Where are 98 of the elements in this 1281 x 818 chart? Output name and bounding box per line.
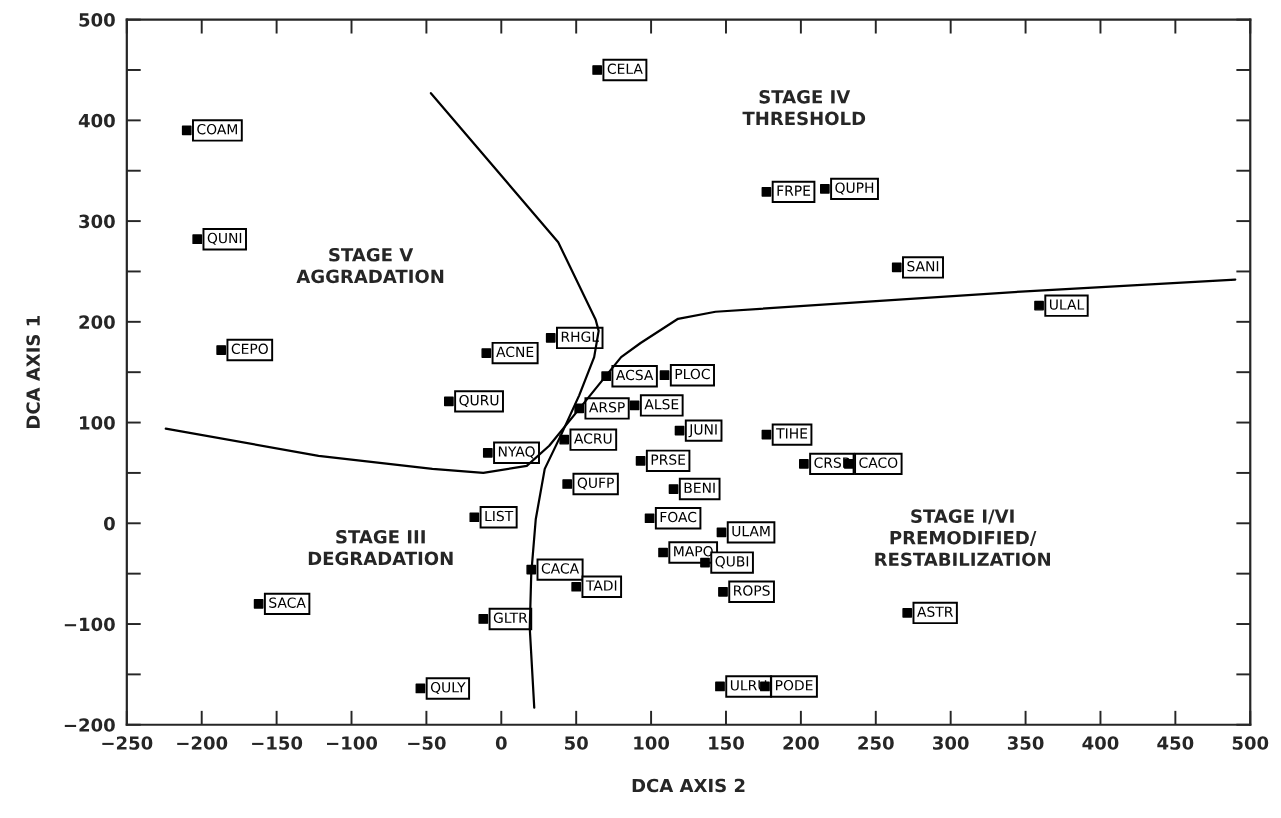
point xyxy=(715,681,725,692)
data-label: QURU xyxy=(459,394,499,408)
x-tick-label: 100 xyxy=(634,736,670,750)
point xyxy=(644,513,655,524)
y-tick-label: 100 xyxy=(80,416,115,430)
data-label: CACO xyxy=(859,457,898,468)
x-tick-label: −50 xyxy=(408,736,446,750)
data-label: QUPH xyxy=(835,182,874,195)
x-tick-label: 300 xyxy=(933,736,969,750)
point xyxy=(700,557,710,568)
data-label: GLTR xyxy=(493,612,528,624)
y-axis-title: DCA AXIS 1 xyxy=(26,315,40,429)
point xyxy=(482,447,493,458)
x-tick-label: −200 xyxy=(177,736,228,750)
data-label: ACSA xyxy=(615,369,654,381)
data-label: MAPO xyxy=(674,546,713,557)
point xyxy=(819,183,830,194)
data-label: ROPS xyxy=(734,585,770,596)
point xyxy=(192,234,203,245)
x-axis-title: DCA AXIS 2 xyxy=(632,778,745,793)
point xyxy=(601,371,612,382)
point xyxy=(592,65,603,75)
point xyxy=(571,581,582,592)
data-label: ULAM xyxy=(732,526,770,537)
y-tick-label: 400 xyxy=(78,113,115,128)
point xyxy=(216,345,227,355)
data-label: PODE xyxy=(776,679,813,691)
annotation: STAGE IV THRESHOLD xyxy=(742,89,866,126)
y-tick-label: 0 xyxy=(104,516,115,531)
x-tick-label: 450 xyxy=(1157,736,1194,750)
data-label: ARSP xyxy=(589,401,625,413)
data-label: FOAC xyxy=(660,511,697,523)
data-label: COAM xyxy=(197,123,237,135)
point xyxy=(668,484,679,494)
point xyxy=(1034,300,1044,311)
data-label: JUNI xyxy=(688,424,717,438)
data-label: FRPE xyxy=(777,185,811,196)
y-tick-label: −200 xyxy=(64,718,115,732)
x-tick-label: 500 xyxy=(1232,736,1269,750)
point xyxy=(658,547,668,558)
data-label: CEPO xyxy=(231,343,268,355)
data-label: ACNE xyxy=(496,346,534,358)
x-tick-label: 400 xyxy=(1082,736,1119,750)
data-label: PRSE xyxy=(651,454,686,465)
x-tick-label: −250 xyxy=(102,736,153,750)
data-label: NYAQ xyxy=(498,446,535,459)
x-tick-label: 150 xyxy=(709,736,744,750)
annotation: STAGE I/VI PREMODIFIED/ RESTABILIZATION xyxy=(875,509,1050,567)
x-tick-label: 0 xyxy=(495,736,507,750)
point xyxy=(574,403,585,414)
point xyxy=(253,599,264,609)
annotation: STAGE III DEGRADATION xyxy=(308,529,453,566)
point xyxy=(562,479,573,489)
data-label: PLOC xyxy=(675,368,710,380)
point xyxy=(902,608,913,618)
point xyxy=(444,396,454,407)
x-tick-label: 350 xyxy=(1007,736,1044,750)
x-tick-label: −150 xyxy=(252,736,303,750)
data-label: TIHE xyxy=(776,428,808,439)
point xyxy=(659,370,670,381)
point xyxy=(469,512,480,523)
x-tick-label: −100 xyxy=(327,736,378,750)
point xyxy=(635,455,646,466)
point xyxy=(718,586,728,597)
data-label: TADI xyxy=(585,580,617,591)
x-tick-label: 250 xyxy=(858,736,894,750)
y-tick-label: 300 xyxy=(79,214,115,229)
y-tick-label: 500 xyxy=(79,13,115,27)
data-label: QUFP xyxy=(577,477,614,490)
data-label: QUNI xyxy=(207,232,242,245)
x-tick-label: 200 xyxy=(783,736,819,750)
data-label: ALSE xyxy=(644,398,679,410)
data-label: LIST xyxy=(485,510,514,522)
point xyxy=(526,564,537,575)
point xyxy=(761,429,772,440)
point xyxy=(799,458,809,469)
data-label: SACA xyxy=(269,597,306,608)
data-label: ACRU xyxy=(574,433,612,444)
point xyxy=(559,434,570,445)
data-label: ASTR xyxy=(917,606,954,617)
data-label: BENI xyxy=(684,482,715,493)
data-label: QULY xyxy=(430,682,466,695)
point xyxy=(181,125,192,136)
point xyxy=(545,333,556,343)
point xyxy=(761,187,772,197)
point xyxy=(481,348,492,358)
y-tick-label: −100 xyxy=(64,617,115,632)
data-label: QUBI xyxy=(715,556,749,569)
annotation: STAGE V AGGRADATION xyxy=(296,247,444,284)
point xyxy=(478,614,489,624)
point xyxy=(891,262,902,273)
x-tick-label: 50 xyxy=(565,736,588,750)
point xyxy=(716,527,727,538)
data-label: CELA xyxy=(607,63,643,75)
data-label: ULAL xyxy=(1049,299,1085,310)
data-label: CACA xyxy=(541,563,580,574)
y-tick-label: 200 xyxy=(79,315,115,329)
data-label: SANI xyxy=(907,260,939,272)
